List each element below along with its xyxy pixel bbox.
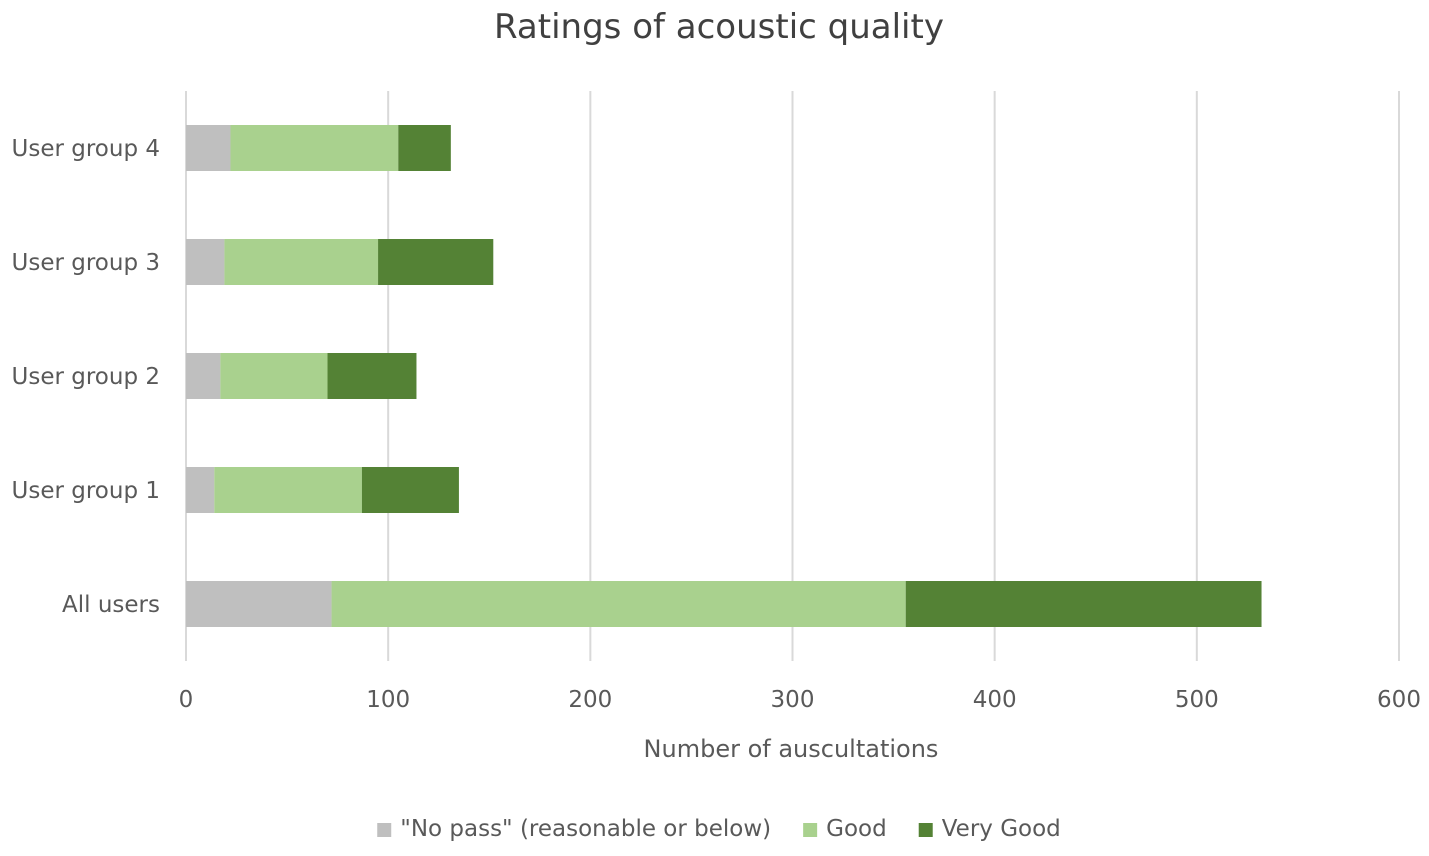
legend-item: Very Good [918,816,1061,842]
x-tick-label: 500 [1175,687,1219,713]
x-tick-label: 300 [771,687,815,713]
bar-segment [186,239,225,285]
bar-segment [186,125,231,171]
x-tick-label: 100 [366,687,410,713]
bar-segment [186,581,332,627]
category-label: User group 3 [12,250,160,276]
bar-segment [186,353,221,399]
x-tick-labels: 0 100 200 300 400 500 600 [179,687,1421,713]
category-label: All users [62,592,160,618]
legend-label: Good [826,816,887,842]
bar-segment [905,581,1262,627]
x-tick-label: 400 [973,687,1017,713]
x-tick-label: 200 [568,687,612,713]
category-labels: User group 4 User group 3 User group 2 User… [12,136,160,618]
bar-segment [327,353,417,399]
x-axis-title: Number of auscultations [644,735,939,763]
legend-swatch [803,823,818,837]
category-label: User group 1 [12,478,160,504]
bar-segment [378,239,494,285]
legend-item: Good [803,816,887,842]
legend: "No pass" (reasonable or below) Good Very … [377,816,1061,842]
gridlines [185,91,1400,661]
bar-segment [220,353,328,399]
bar-segment [224,239,379,285]
x-tick-label: 600 [1377,687,1421,713]
category-label: User group 2 [12,364,160,390]
legend-label: Very Good [942,816,1061,842]
x-tick-label: 0 [179,687,194,713]
chart-title: Ratings of acoustic quality [494,7,944,47]
bar-segment [361,467,459,513]
bar-segment [186,467,215,513]
bar-segment [398,125,451,171]
bar-segment [331,581,906,627]
legend-item: "No pass" (reasonable or below) [377,816,771,842]
bar-segment [230,125,399,171]
legend-label: "No pass" (reasonable or below) [400,816,771,842]
legend-swatch [918,823,933,837]
bars [186,125,1262,627]
category-label: User group 4 [12,136,160,162]
bar-segment [214,467,362,513]
legend-swatch [377,823,392,837]
